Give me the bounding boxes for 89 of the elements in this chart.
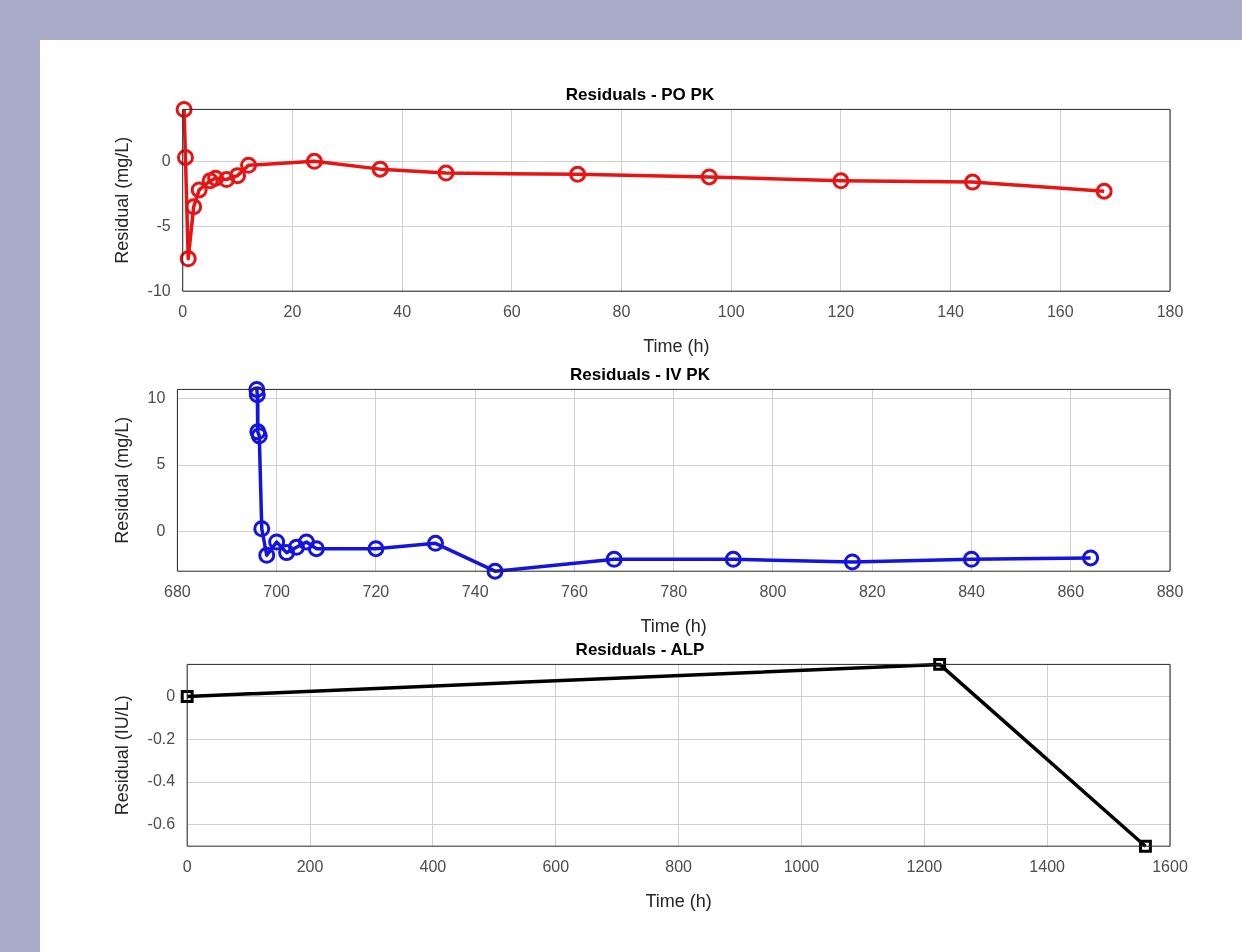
x-tick-label: 200: [296, 858, 324, 876]
x-tick-label: 700: [263, 583, 291, 601]
point: [250, 427, 268, 445]
point: [258, 546, 276, 564]
y-axis-title: Residual (mg/L): [111, 416, 132, 544]
point: [268, 533, 286, 551]
y-tick-label: -0.6: [147, 815, 176, 833]
point: [229, 167, 247, 185]
point: [180, 690, 194, 703]
x-tick-label: 820: [858, 583, 886, 601]
point: [201, 172, 219, 190]
x-tick-label: 160: [1046, 303, 1074, 321]
x-tick-label: 840: [958, 583, 985, 601]
x-tick-label: 740: [461, 583, 489, 601]
point: [700, 168, 718, 186]
x-tick-label: 720: [362, 583, 390, 601]
point: [278, 544, 296, 562]
x-tick-label: 860: [1057, 583, 1085, 601]
point: [176, 148, 194, 166]
y-tick-label: 5: [156, 455, 166, 473]
x-tick-label: 100: [717, 303, 745, 321]
x-tick-label: 180: [1156, 303, 1184, 321]
point: [175, 100, 193, 118]
point: [569, 165, 587, 183]
x-tick-label: 880: [1156, 583, 1184, 601]
point: [307, 540, 325, 558]
x-tick-label: 0: [182, 858, 192, 876]
x-tick-label: 1000: [783, 858, 820, 876]
x-axis-title: Time (h): [643, 336, 710, 357]
point: [1138, 839, 1152, 853]
point: [1082, 549, 1100, 567]
point: [367, 540, 385, 558]
point: [248, 380, 266, 398]
x-tick-label: 80: [612, 303, 631, 321]
x-tick-label: 680: [164, 583, 191, 601]
point: [962, 550, 980, 568]
x-tick-label: 600: [542, 858, 570, 876]
x-tick-label: 800: [759, 583, 787, 601]
point: [1095, 182, 1113, 200]
y-axis-title: Residual (mg/L): [111, 136, 132, 264]
point: [179, 250, 197, 268]
chart-title: Residuals - PO PK: [565, 84, 715, 104]
point: [249, 423, 267, 441]
point: [190, 181, 208, 199]
x-tick-label: 1400: [1029, 858, 1066, 876]
point: [933, 657, 947, 671]
point: [288, 538, 306, 556]
x-tick-label: 400: [419, 858, 447, 876]
y-tick-label: 0: [161, 151, 171, 169]
point: [185, 198, 203, 216]
point: [218, 171, 236, 189]
point: [248, 386, 266, 404]
x-axis-title: Time (h): [645, 891, 712, 912]
y-axis-title: Residual (IU/L): [111, 695, 132, 816]
point: [843, 553, 861, 571]
x-tick-label: 0: [178, 303, 188, 321]
y-tick-label: 0: [166, 686, 176, 704]
y-tick-label: -5: [156, 216, 171, 234]
point: [964, 173, 982, 191]
x-tick-label: 40: [393, 303, 412, 321]
y-tick-label: -0.4: [147, 772, 176, 790]
point: [605, 550, 623, 568]
x-tick-label: 1200: [906, 858, 943, 876]
y-tick-label: -10: [147, 281, 171, 299]
chart-title: Residuals - ALP: [575, 639, 705, 659]
point: [297, 533, 315, 551]
x-tick-label: 800: [665, 858, 693, 876]
x-axis-title: Time (h): [640, 616, 707, 637]
point: [240, 156, 258, 174]
point: [207, 169, 225, 187]
point: [724, 550, 742, 568]
x-tick-label: 120: [827, 303, 855, 321]
y-tick-label: 10: [147, 389, 166, 407]
point: [426, 534, 444, 552]
x-tick-label: 760: [561, 583, 588, 601]
x-tick-label: 20: [283, 303, 302, 321]
x-tick-label: 780: [660, 583, 688, 601]
point: [371, 160, 389, 178]
point: [305, 152, 323, 170]
point: [832, 172, 850, 190]
point: [253, 520, 271, 538]
x-tick-label: 60: [502, 303, 521, 321]
x-tick-label: 140: [937, 303, 965, 321]
point: [486, 562, 504, 580]
point: [437, 164, 455, 182]
x-tick-label: 1600: [1152, 858, 1188, 876]
chart-title: Residuals - IV PK: [570, 364, 711, 384]
y-tick-label: -0.2: [147, 729, 176, 747]
y-tick-label: 0: [156, 521, 166, 539]
